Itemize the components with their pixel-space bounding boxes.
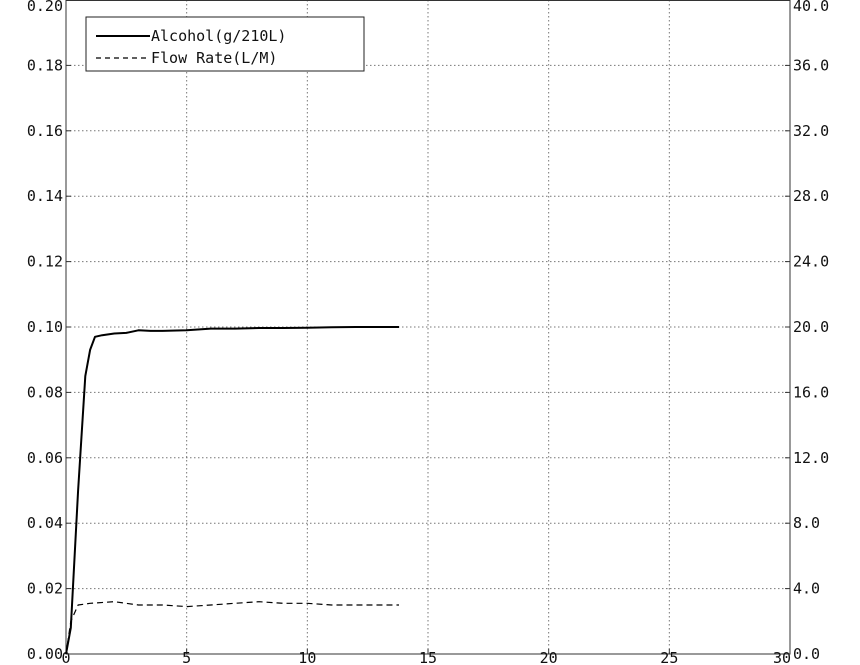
y2-tick-label: 24.0 (793, 253, 829, 271)
data-point-alcohol-g-210l (70, 627, 71, 628)
y2-tick-label: 40.0 (793, 0, 829, 15)
data-point-alcohol-g-210l (398, 326, 399, 327)
data-point-alcohol-g-210l (114, 333, 115, 334)
data-point-alcohol-g-210l (283, 327, 284, 328)
data-point-alcohol-g-210l (307, 327, 308, 328)
data-point-flow-rate-l-m (259, 601, 260, 602)
data-point-alcohol-g-210l (78, 490, 79, 491)
y-tick-label: 0.04 (27, 514, 63, 532)
data-point-alcohol-g-210l (94, 336, 95, 337)
y-tick-label: 0.10 (27, 318, 63, 336)
data-point-flow-rate-l-m (186, 606, 187, 607)
grid (66, 0, 790, 654)
data-point-alcohol-g-210l (162, 330, 163, 331)
y-tick-label: 0.08 (27, 383, 63, 401)
data-point-alcohol-g-210l (126, 332, 127, 333)
y2-tick-label: 0.0 (793, 645, 820, 663)
data-point-alcohol-g-210l (355, 326, 356, 327)
data-point-flow-rate-l-m (307, 603, 308, 604)
y-tick-label: 0.12 (27, 253, 63, 271)
data-point-alcohol-g-210l (102, 335, 103, 336)
data-point-flow-rate-l-m (78, 604, 79, 605)
data-point-flow-rate-l-m (114, 601, 115, 602)
data-point-alcohol-g-210l (210, 328, 211, 329)
data-point-alcohol-g-210l (234, 328, 235, 329)
y-tick-label: 0.20 (27, 0, 63, 15)
data-point-flow-rate-l-m (283, 603, 284, 604)
y-axis-left: 0.00 0.02 0.04 0.06 0.08 0.10 0.12 0.14 0.16 0.18… (27, 0, 71, 663)
y2-tick-label: 12.0 (793, 449, 829, 467)
data-point-flow-rate-l-m (70, 621, 71, 622)
y-tick-label: 0.18 (27, 56, 63, 74)
y2-tick-label: 16.0 (793, 383, 829, 401)
y-tick-label: 0.00 (27, 645, 63, 663)
y2-tick-label: 20.0 (793, 318, 829, 336)
data-point-alcohol-g-210l (331, 327, 332, 328)
data-point-alcohol-g-210l (90, 349, 91, 350)
x-tick-label: 0 (61, 649, 70, 665)
data-point-flow-rate-l-m (234, 603, 235, 604)
data-point-flow-rate-l-m (210, 604, 211, 605)
data-point-flow-rate-l-m (65, 653, 66, 654)
data-point-alcohol-g-210l (85, 376, 86, 377)
legend-label-flow-rate: Flow Rate(L/M) (151, 49, 277, 67)
legend-box (85, 16, 365, 72)
x-tick-label: 15 (419, 649, 437, 665)
data-point-flow-rate-l-m (379, 604, 380, 605)
data-point-flow-rate-l-m (398, 604, 399, 605)
data-point-alcohol-g-210l (259, 327, 260, 328)
x-tick-label: 10 (298, 649, 316, 665)
x-tick-label: 25 (660, 649, 678, 665)
series-line-flow-rate-l-m (65, 601, 399, 655)
x-tick-label: 30 (773, 649, 791, 665)
legend: Alcohol(g/210L) Flow Rate(L/M) (85, 16, 365, 72)
x-tick-label: 20 (540, 649, 558, 665)
y-tick-label: 0.02 (27, 580, 63, 598)
series-line-alcohol-g-210l (65, 326, 399, 655)
y2-tick-label: 28.0 (793, 187, 829, 205)
x-axis: 0 5 10 15 20 25 30 (61, 649, 791, 665)
data-point-alcohol-g-210l (150, 330, 151, 331)
data-point-flow-rate-l-m (355, 604, 356, 605)
data-point-flow-rate-l-m (162, 604, 163, 605)
y2-tick-label: 8.0 (793, 514, 820, 532)
y2-tick-label: 36.0 (793, 56, 829, 74)
y-tick-label: 0.16 (27, 122, 63, 140)
x-tick-label: 5 (182, 649, 191, 665)
data-point-alcohol-g-210l (379, 326, 380, 327)
y-tick-label: 0.06 (27, 449, 63, 467)
data-point-flow-rate-l-m (138, 604, 139, 605)
data-point-flow-rate-l-m (90, 603, 91, 604)
data-point-alcohol-g-210l (186, 330, 187, 331)
y2-tick-label: 4.0 (793, 580, 820, 598)
data-point-flow-rate-l-m (331, 604, 332, 605)
data-point-alcohol-g-210l (138, 330, 139, 331)
y-tick-label: 0.14 (27, 187, 63, 205)
y-axis-right: 0.0 4.0 8.0 12.0 16.0 20.0 24.0 28.0 32.0 36.0 40.… (785, 0, 829, 663)
legend-label-alcohol: Alcohol(g/210L) (151, 27, 286, 45)
series-layer (65, 326, 399, 655)
y2-tick-label: 32.0 (793, 122, 829, 140)
